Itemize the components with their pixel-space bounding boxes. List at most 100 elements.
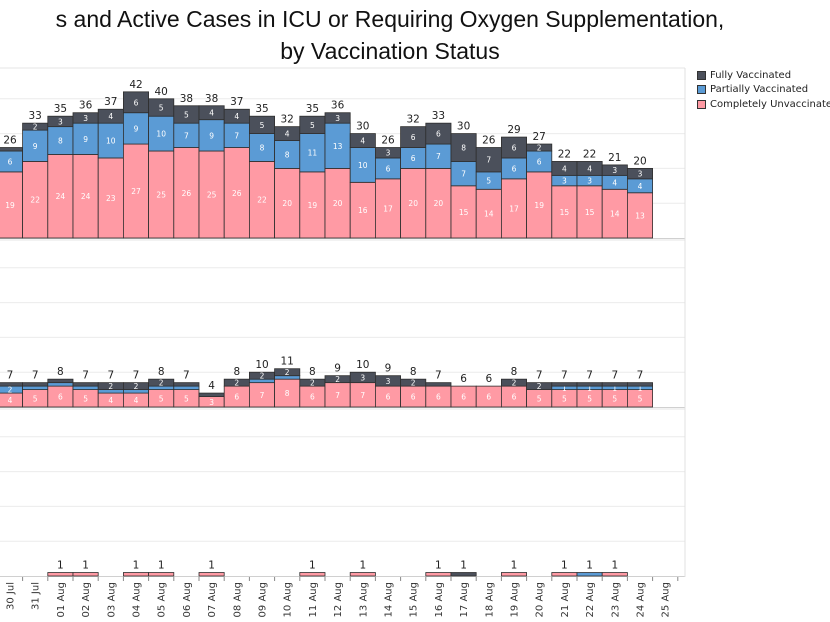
x-tick-label: 06 Aug	[182, 582, 193, 617]
segment-label: 2	[335, 375, 340, 384]
bar-segment-unvaccinated	[425, 167, 452, 239]
segment-label: 8	[260, 144, 265, 153]
segment-label: 25	[207, 191, 217, 200]
segment-label: 7	[184, 131, 189, 140]
segment-label: 11	[308, 149, 318, 158]
segment-label: 27	[131, 187, 141, 196]
legend-label: Completely Unvaccinated	[710, 98, 830, 110]
x-tick-label: 03 Aug	[106, 582, 117, 617]
legend-swatch-partially	[697, 85, 706, 95]
total-label: 7	[586, 370, 593, 382]
bar-segment-unvaccinated	[551, 572, 578, 577]
total-label: 8	[158, 366, 165, 378]
segment-label: 15	[560, 208, 570, 217]
total-label: 4	[208, 380, 215, 392]
segment-label: 4	[234, 112, 239, 121]
segment-label: 8	[461, 144, 466, 153]
total-label: 27	[533, 131, 546, 143]
segment-label: 3	[587, 177, 592, 186]
segment-label: 6	[134, 98, 139, 107]
total-label: 8	[233, 366, 240, 378]
total-label: 7	[183, 370, 190, 382]
x-tick-label: 09 Aug	[258, 582, 269, 617]
legend-item-fully[interactable]: Fully Vaccinated	[697, 68, 830, 83]
segment-label: 26	[182, 189, 192, 198]
segment-label: 2	[33, 123, 38, 132]
segment-label: 5	[587, 394, 592, 403]
total-label: 7	[536, 370, 543, 382]
total-label: 7	[637, 370, 644, 382]
segment-label: 6	[411, 393, 416, 402]
total-label: 8	[57, 366, 64, 378]
total-label: 35	[54, 103, 67, 115]
segment-label: 1	[612, 384, 617, 393]
segment-label: 13	[333, 142, 343, 151]
legend: Fully Vaccinated Partially Vaccinated Co…	[697, 68, 830, 112]
total-label: 26	[3, 135, 17, 147]
segment-label: 4	[108, 112, 113, 121]
total-label: 29	[507, 124, 520, 136]
bar-segment-unvaccinated	[374, 178, 401, 239]
segment-label: 6	[411, 133, 416, 142]
bar-segment-unvaccinated	[349, 181, 376, 239]
segment-label: 6	[436, 393, 441, 402]
total-label: 1	[460, 560, 467, 572]
bar-segment-fully	[324, 112, 351, 124]
segment-label: 7	[461, 170, 466, 179]
total-label: 7	[107, 370, 114, 382]
bar-segment-unvaccinated	[148, 150, 175, 239]
total-label: 38	[205, 93, 218, 105]
bar-segment-unvaccinated	[123, 572, 150, 577]
segment-label: 2	[159, 379, 164, 388]
x-tick-label: 16 Aug	[434, 582, 445, 617]
x-tick-label: 22 Aug	[585, 582, 596, 617]
legend-item-unvaccinated[interactable]: Completely Unvaccinated	[697, 97, 830, 112]
segment-label: 20	[434, 199, 444, 208]
segment-label: 4	[285, 130, 290, 139]
bar-segment-unvaccinated	[72, 154, 99, 239]
x-tick-label: 02 Aug	[81, 582, 92, 617]
segment-label: 6	[310, 393, 315, 402]
total-label: 1	[359, 560, 366, 572]
total-label: 1	[586, 560, 593, 572]
bar-segment-fully	[72, 382, 99, 387]
segment-label: 5	[562, 394, 567, 403]
bar-segment-fully	[425, 382, 452, 387]
segment-label: 15	[459, 208, 469, 217]
legend-swatch-unvaccinated	[697, 99, 706, 109]
bar-segment-partially	[173, 122, 200, 148]
segment-label: 5	[184, 110, 189, 119]
total-label: 7	[561, 370, 568, 382]
segment-label: 26	[232, 189, 242, 198]
total-label: 30	[356, 121, 369, 133]
total-label: 8	[309, 366, 316, 378]
segment-label: 4	[8, 396, 13, 405]
legend-item-partially[interactable]: Partially Vaccinated	[697, 83, 830, 98]
segment-label: 7	[436, 152, 441, 161]
segment-label: 10	[106, 137, 116, 146]
bar-segment-unvaccinated	[248, 161, 275, 239]
legend-label: Partially Vaccinated	[710, 84, 809, 96]
segment-label: 4	[209, 109, 214, 118]
segment-label: 8	[58, 137, 63, 146]
segment-label: 6	[512, 393, 517, 402]
total-label: 38	[180, 93, 193, 105]
total-label: 35	[306, 103, 319, 115]
bar-segment-fully	[248, 115, 275, 134]
segment-label: 1	[587, 384, 592, 393]
bar-segment-unvaccinated	[274, 378, 301, 408]
segment-label: 6	[436, 130, 441, 139]
total-label: 22	[558, 148, 571, 160]
x-tick-label: 17 Aug	[459, 582, 470, 617]
segment-label: 4	[638, 182, 643, 191]
segment-label: 2	[310, 379, 315, 388]
total-label: 7	[7, 370, 14, 382]
bar-segment-unvaccinated	[526, 171, 553, 239]
total-label: 26	[381, 135, 395, 147]
bar-segment-fully	[274, 368, 301, 377]
segment-label: 17	[509, 204, 519, 213]
segment-label: 9	[209, 131, 214, 140]
bar-segment-unvaccinated	[627, 192, 654, 239]
total-label: 1	[511, 560, 518, 572]
